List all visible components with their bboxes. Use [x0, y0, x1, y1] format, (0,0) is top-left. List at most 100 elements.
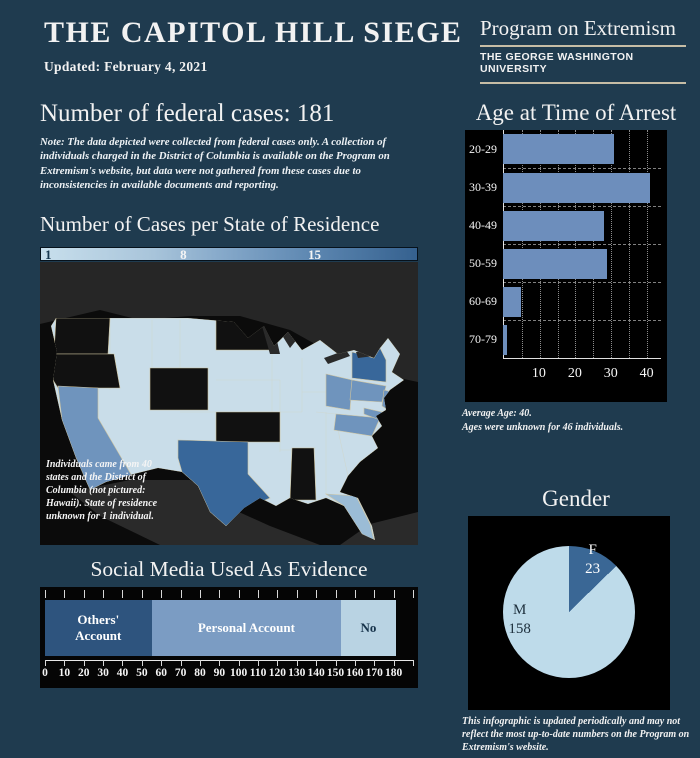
social-axis-label: 0 [42, 667, 48, 680]
social-axis-label: 70 [174, 667, 187, 680]
social-segment-label: No [360, 619, 377, 635]
gender-pie [503, 546, 635, 678]
age-bar-track [503, 320, 661, 358]
age-category-label: 60-69 [469, 293, 497, 308]
social-segment-personal-account: Personal Account [151, 600, 342, 657]
state-wyoming [149, 368, 209, 411]
social-top-tick [180, 590, 182, 599]
gwu-branding: Program on Extremism THE GEORGE WASHINGT… [480, 16, 686, 87]
age-chart: 20-29 30-39 40-49 50-59 60-69 70-79 10 20 30 40 [465, 130, 667, 402]
social-segment-no: No [341, 600, 396, 657]
age-bar-track [503, 282, 661, 320]
age-row: 20-29 [467, 130, 665, 168]
social-bottom-tick [199, 660, 201, 667]
social-top-tick [64, 590, 66, 599]
social-axis-label: 180 [385, 667, 403, 680]
social-bottom-tick [83, 660, 85, 667]
social-top-tick [122, 590, 124, 599]
map-annotation: Individuals came from 40 states and the … [46, 458, 158, 523]
state-washington [53, 318, 111, 355]
social-top-tick [393, 590, 395, 599]
age-axis-tick-label: 10 [531, 366, 546, 381]
gender-section-title: Gender [542, 486, 610, 511]
lake-michigan [262, 326, 280, 355]
pie-label-male-letter: M [512, 602, 527, 619]
state-oregon [52, 354, 121, 389]
state-mississippi [289, 448, 317, 501]
age-row: 60-69 [467, 282, 665, 320]
age-rows: 20-29 30-39 40-49 50-59 60-69 70-79 [467, 130, 665, 358]
social-axis-label: 20 [77, 667, 90, 680]
pie-label-male: M 158 [508, 601, 531, 639]
right-column: Age at Time of Arrest 20-29 30-39 40-49 50-… [462, 100, 690, 754]
social-bottom-tick [219, 660, 221, 667]
social-bottom-tick [258, 660, 260, 667]
social-media-chart: Others' Account Personal Account No 0 10 20 3… [40, 587, 418, 689]
social-stacked-bar: Others' Account Personal Account No [45, 600, 396, 657]
social-top-tick [45, 590, 46, 599]
social-axis-label: 60 [155, 667, 167, 680]
social-top-tick [199, 590, 201, 599]
age-category-label: 40-49 [469, 217, 497, 232]
program-name: Program on Extremism [480, 16, 676, 40]
age-note-average: Average Age: 40. [462, 408, 532, 419]
social-bottom-tick [141, 660, 143, 667]
age-bar [503, 173, 651, 203]
age-row: 50-59 [467, 244, 665, 282]
legend-label-mid: 8 [180, 247, 187, 263]
social-scale: Others' Account Personal Account No 0 10 20 3… [42, 590, 414, 685]
social-bottom-tick [161, 660, 163, 667]
social-axis-label: 150 [326, 667, 345, 680]
social-top-tick [335, 590, 337, 599]
social-axis-line [45, 660, 413, 662]
brand-divider-top [480, 45, 686, 47]
federal-cases-headline: Number of federal cases: 181 [40, 100, 335, 127]
social-top-tick [238, 590, 240, 599]
social-segment-label: Others' Account [75, 611, 122, 644]
state-california [57, 386, 133, 491]
state-north-dakota [215, 318, 273, 351]
state-pennsylvania [349, 380, 387, 403]
social-bottom-tick [316, 660, 318, 667]
social-top-tick [141, 590, 143, 599]
social-top-tick [413, 590, 414, 599]
social-top-tick [161, 590, 163, 599]
left-column: Number of federal cases: 181 Note: The d… [40, 100, 418, 689]
state-virginia [333, 414, 381, 437]
legend-label-max: 15 [307, 247, 321, 263]
social-top-tick [296, 590, 298, 599]
age-section-title: Age at Time of Arrest [475, 100, 677, 125]
age-bar-track [503, 130, 661, 168]
social-bottom-tick [277, 660, 279, 667]
social-axis-label: 130 [288, 667, 306, 680]
age-axis: 10 20 30 40 [503, 358, 661, 390]
age-bar-track [503, 206, 661, 244]
canada-landmass [40, 262, 418, 383]
age-bar [503, 287, 521, 317]
page-title: THE CAPITOL HILL SIEGE [44, 16, 463, 49]
social-axis-label: 90 [213, 667, 226, 680]
social-bottom-tick [413, 660, 414, 667]
social-axis-label: 160 [346, 667, 364, 680]
social-segment-label: Personal Account [197, 619, 295, 635]
social-top-tick [219, 590, 221, 599]
social-axis-label: 40 [116, 667, 129, 680]
social-segment-others-account: Others' Account [45, 600, 152, 657]
age-bar-track [503, 168, 661, 206]
age-bar-track [503, 244, 661, 282]
gender-chart: F 23 M 158 [468, 516, 670, 710]
social-axis-label: 120 [268, 667, 287, 680]
social-axis-label: 30 [97, 667, 109, 680]
social-bottom-tick [45, 660, 46, 667]
federal-cases-note: Note: The data depicted were collected f… [40, 136, 390, 192]
pie-label-female-letter: F [588, 542, 597, 559]
pie-label-male-value: 158 [508, 621, 531, 638]
us-states-group [51, 318, 404, 541]
state-new-jersey [381, 390, 393, 411]
social-top-tick [316, 590, 318, 599]
footer-note: This infographic is updated periodically… [462, 716, 690, 753]
social-top-tick [354, 590, 356, 599]
age-row: 30-39 [467, 168, 665, 206]
age-notes: Average Age: 40. Ages were unknown for 4… [462, 407, 690, 434]
